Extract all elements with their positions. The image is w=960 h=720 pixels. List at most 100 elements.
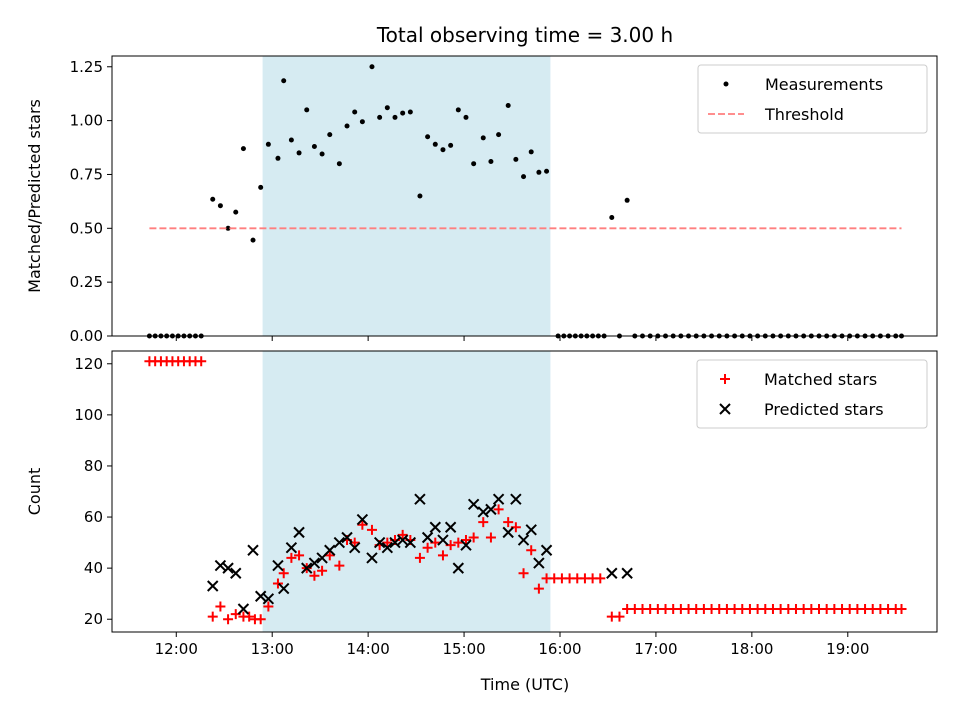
top-point-0-45 xyxy=(488,159,494,165)
top-point-0-17 xyxy=(265,141,271,147)
bottom-point-1-31 xyxy=(452,562,465,574)
bottom-point-1-10 xyxy=(285,541,298,554)
bottom-point-1-16 xyxy=(333,536,346,549)
top-point-0-36 xyxy=(417,193,423,199)
bottom-point-1-20 xyxy=(366,552,378,564)
top-point-0-52 xyxy=(544,168,550,174)
bottom-point-1-38 xyxy=(510,493,522,505)
bottom-point-1-40 xyxy=(525,524,537,536)
bottom-point-1-7 xyxy=(262,593,275,605)
bottom-point-0-50 xyxy=(518,568,529,579)
bottom-y-tick-label: 60 xyxy=(84,508,103,526)
top-point-0-15 xyxy=(250,237,256,243)
bottom-legend xyxy=(696,359,928,429)
bottom-point-1-32 xyxy=(460,539,472,551)
bottom-point-1-25 xyxy=(404,536,417,549)
top-point-0-26 xyxy=(336,161,342,167)
bottom-point-1-23 xyxy=(389,536,401,549)
top-point-0-51 xyxy=(536,169,542,175)
bottom-y-tick-label: 80 xyxy=(84,457,103,475)
top-point-0-29 xyxy=(359,119,365,125)
bottom-point-0-19 xyxy=(272,578,283,589)
top-legend xyxy=(697,64,928,134)
top-observing-span xyxy=(262,56,551,336)
bottom-point-0-21 xyxy=(286,552,297,563)
bottom-point-1-37 xyxy=(502,526,514,539)
top-y-tick-label: 0.75 xyxy=(70,165,103,183)
bottom-point-0-26 xyxy=(324,550,335,561)
x-tick-label: 12:00 xyxy=(155,640,198,658)
top-point-0-40 xyxy=(448,142,454,148)
top-point-0-24 xyxy=(319,151,325,157)
bottom-y-axis-label: Count xyxy=(25,468,44,516)
bottom-point-0-42 xyxy=(453,537,464,548)
x-tick-label: 18:00 xyxy=(730,640,773,658)
top-point-0-13 xyxy=(233,209,239,215)
top-point-0-23 xyxy=(311,143,317,149)
bottom-point-0-52 xyxy=(533,583,544,594)
chart-title: Total observing time = 3.00 h xyxy=(376,23,673,47)
x-tick-label: 13:00 xyxy=(251,640,294,658)
bottom-point-0-15 xyxy=(244,611,255,622)
top-point-0-38 xyxy=(432,141,438,147)
bottom-point-0-46 xyxy=(485,532,496,543)
bottom-point-0-38 xyxy=(422,542,433,553)
top-point-0-39 xyxy=(440,147,446,153)
top-point-0-21 xyxy=(296,150,302,156)
bottom-point-1-11 xyxy=(293,526,305,539)
bottom-point-1-35 xyxy=(485,503,497,516)
bottom-point-1-39 xyxy=(517,534,530,546)
bottom-point-1-2 xyxy=(222,562,234,574)
bottom-point-1-41 xyxy=(533,557,545,569)
top-panel: 0.00 0.25 0.50 0.75 1.00 1.25 Matched/Predicte… xyxy=(25,55,938,345)
top-y-tick-label: 0.00 xyxy=(70,327,103,345)
bottom-point-1-30 xyxy=(444,521,457,533)
top-point-0-49 xyxy=(521,174,527,180)
top-point-0-18 xyxy=(275,155,281,161)
bottom-point-0-24 xyxy=(309,570,320,581)
bottom-point-1-42 xyxy=(540,544,553,556)
top-point-0-43 xyxy=(471,161,477,167)
bottom-point-0-33 xyxy=(382,537,393,548)
top-point-0-46 xyxy=(496,132,502,138)
top-point-0-62 xyxy=(609,215,615,221)
top-y-axis-label: Matched/Predicted stars xyxy=(25,99,44,293)
bottom-point-1-26 xyxy=(414,493,426,505)
bottom-y-tick-label: 100 xyxy=(74,406,103,424)
top-point-0-47 xyxy=(505,103,511,109)
top-point-0-11 xyxy=(217,203,223,209)
bottom-point-0-25 xyxy=(317,565,328,576)
top-point-0-42 xyxy=(463,114,469,120)
bottom-point-0-22 xyxy=(294,550,305,561)
bottom-point-1-13 xyxy=(308,557,321,569)
bottom-legend-label-0: Matched stars xyxy=(764,370,877,389)
top-y-tick-label: 1.25 xyxy=(70,58,103,76)
top-point-0-30 xyxy=(369,64,375,70)
bottom-point-0-10 xyxy=(207,611,218,622)
bottom-point-1-33 xyxy=(467,498,480,510)
top-axes-frame xyxy=(111,55,938,337)
bottom-point-1-29 xyxy=(437,534,449,546)
bottom-axes-frame xyxy=(111,350,938,633)
bottom-point-1-43 xyxy=(606,567,618,579)
top-legend-marker-0 xyxy=(723,81,729,87)
x-tick-label: 19:00 xyxy=(826,640,869,658)
bottom-point-0-31 xyxy=(366,524,377,535)
top-y-tick-label: 0.50 xyxy=(70,219,103,237)
top-point-0-33 xyxy=(392,114,398,120)
bottom-point-1-27 xyxy=(421,531,434,544)
bottom-point-1-24 xyxy=(396,534,409,546)
bottom-legend-marker-0 xyxy=(720,374,730,384)
top-point-0-22 xyxy=(304,107,310,113)
top-point-0-34 xyxy=(400,110,406,116)
bottom-point-1-6 xyxy=(254,590,267,602)
bottom-point-1-19 xyxy=(356,513,369,526)
bottom-point-1-18 xyxy=(348,541,361,554)
bottom-y-tick-label: 20 xyxy=(84,610,103,628)
bottom-point-0-45 xyxy=(478,517,489,528)
top-point-0-32 xyxy=(384,105,390,111)
x-tick-label: 14:00 xyxy=(347,640,390,658)
top-point-0-48 xyxy=(513,156,519,162)
bottom-point-1-44 xyxy=(621,567,633,579)
